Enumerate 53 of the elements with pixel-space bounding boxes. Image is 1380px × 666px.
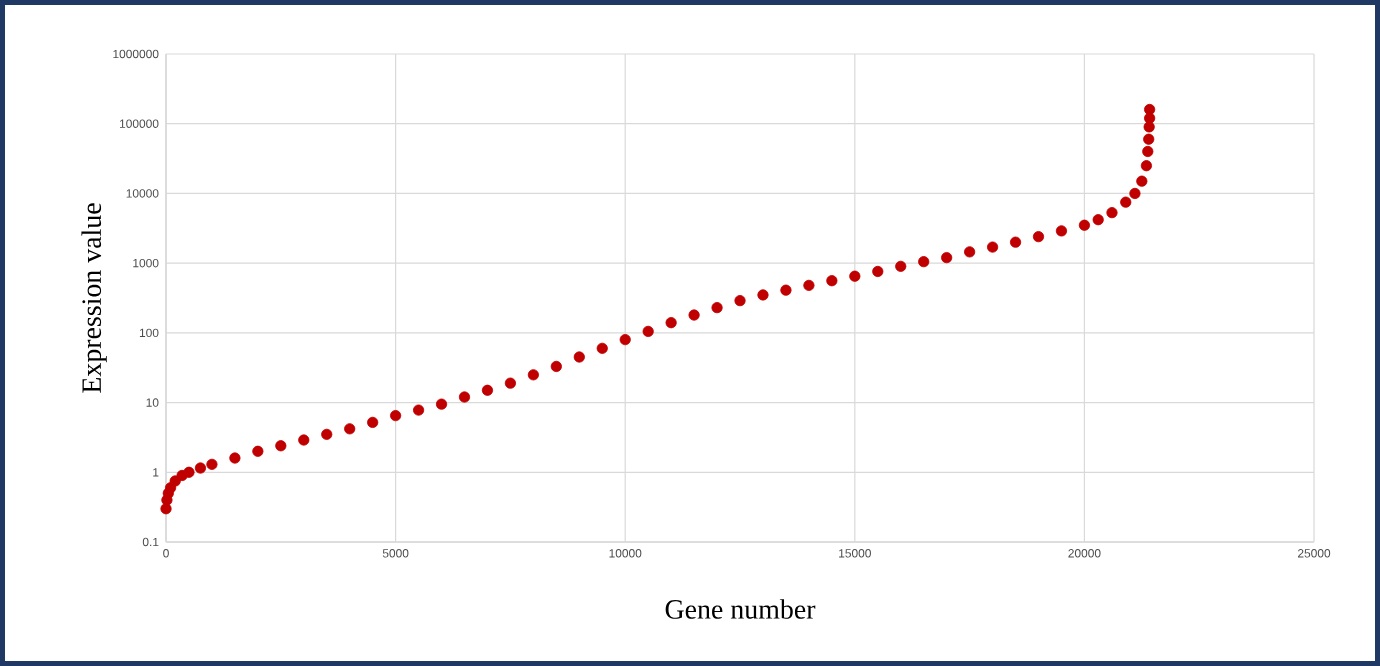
point (321, 428, 333, 440)
point (183, 466, 195, 478)
point (206, 458, 218, 470)
point (458, 391, 471, 403)
point (229, 452, 241, 464)
y-axis-title: Expression value (81, 203, 107, 393)
point (986, 241, 999, 253)
point (527, 369, 539, 381)
point (367, 416, 379, 428)
point (803, 279, 815, 291)
point (1143, 133, 1155, 145)
point (1092, 214, 1104, 226)
point (435, 398, 448, 410)
point (344, 423, 356, 435)
point (252, 445, 264, 457)
point (1106, 207, 1118, 219)
point (757, 289, 769, 301)
point (964, 246, 976, 258)
point (1143, 121, 1155, 133)
point (826, 275, 838, 287)
point (481, 384, 494, 396)
point (918, 256, 930, 268)
point (872, 265, 884, 278)
point (298, 434, 310, 446)
point (780, 284, 792, 296)
point (1142, 145, 1154, 158)
point (550, 360, 562, 373)
point (642, 325, 654, 337)
point (895, 260, 907, 272)
point (573, 351, 585, 363)
point (1144, 112, 1156, 124)
point (412, 404, 425, 416)
x-axis-title: Gene number (665, 599, 816, 619)
point (504, 377, 517, 389)
point (194, 462, 207, 474)
point (275, 440, 287, 452)
point (1120, 196, 1132, 208)
point (619, 334, 631, 346)
point (711, 302, 723, 314)
point (390, 410, 402, 422)
point (1136, 175, 1148, 187)
point (596, 342, 608, 354)
point (1078, 219, 1091, 231)
point (1032, 231, 1045, 243)
point (734, 295, 746, 307)
point (1140, 160, 1153, 172)
point (688, 309, 700, 321)
point (1055, 225, 1068, 237)
point (665, 317, 677, 329)
point (941, 252, 953, 264)
point (1009, 236, 1022, 248)
point (849, 270, 861, 282)
point (1129, 187, 1141, 200)
